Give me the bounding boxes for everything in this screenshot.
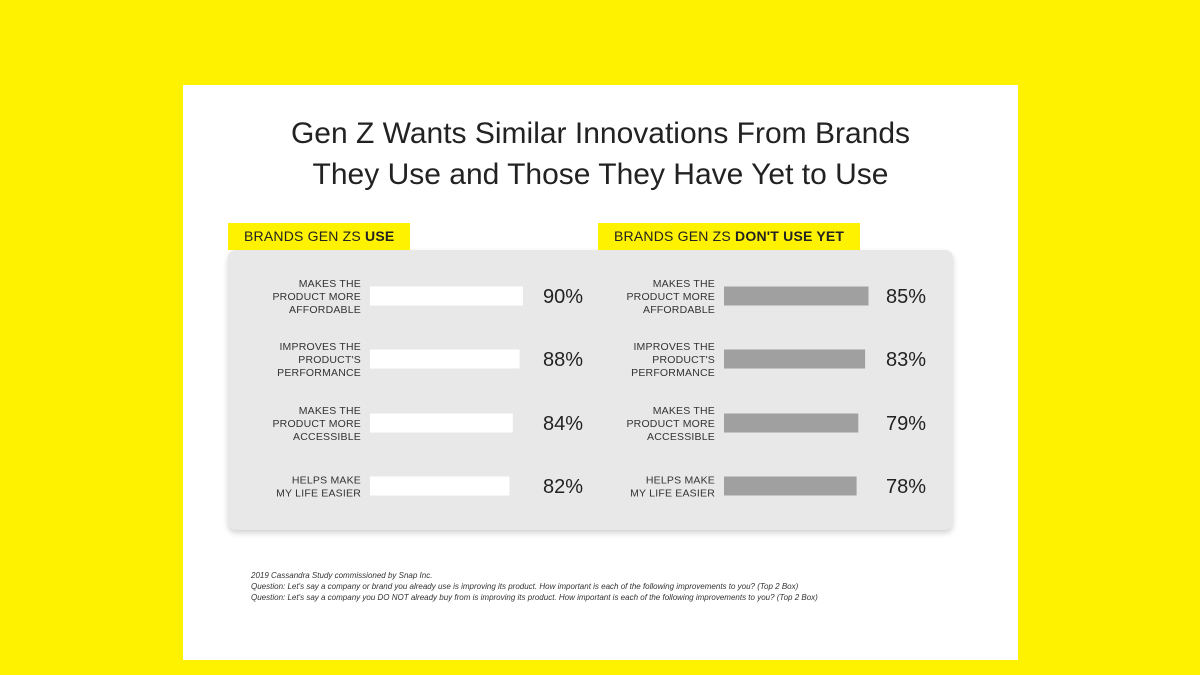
category-label-dont-use-0: MAKES THE PRODUCT MORE AFFORDABLE bbox=[626, 278, 715, 316]
value-label-dont-use-3: 78% bbox=[886, 476, 926, 498]
category-label-dont-use-1: IMPROVES THE PRODUCT'S PERFORMANCE bbox=[631, 341, 715, 379]
category-label-line: AFFORDABLE bbox=[643, 304, 715, 316]
footnotes: 2019 Cassandra Study commissioned by Sna… bbox=[251, 570, 991, 603]
bar-use-2 bbox=[370, 413, 513, 433]
value-label-use-3: 82% bbox=[543, 476, 583, 498]
value-label-use-0: 90% bbox=[543, 286, 583, 308]
value-label-dont-use-0: 85% bbox=[886, 286, 926, 308]
category-label-line: PERFORMANCE bbox=[631, 367, 715, 379]
bar-use-0 bbox=[370, 286, 523, 306]
category-label-line: HELPS MAKE bbox=[646, 475, 715, 487]
footnote-question-dont-use: Question: Let's say a company you DO NOT… bbox=[251, 593, 818, 602]
category-label-use-2: MAKES THE PRODUCT MORE ACCESSIBLE bbox=[272, 405, 361, 443]
value-label-dont-use-2: 79% bbox=[886, 413, 926, 435]
category-label-line: PRODUCT MORE bbox=[272, 418, 361, 430]
panel-tag-use-bold: USE bbox=[365, 228, 395, 244]
value-label-use-2: 84% bbox=[543, 413, 583, 435]
value-label-use-1: 88% bbox=[543, 349, 583, 371]
chart-title: Gen Z Wants Similar Innovations From Bra… bbox=[183, 113, 1018, 195]
category-label-line: MY LIFE EASIER bbox=[276, 488, 361, 500]
category-label-line: PRODUCT MORE bbox=[272, 291, 361, 303]
category-label-line: IMPROVES THE bbox=[633, 341, 715, 353]
category-label-line: MY LIFE EASIER bbox=[630, 488, 715, 500]
value-label-dont-use-1: 83% bbox=[886, 349, 926, 371]
category-label-use-3: HELPS MAKE MY LIFE EASIER bbox=[276, 475, 361, 500]
chart-canvas: MAKES THE PRODUCT MORE AFFORDABLE90%IMPROV… bbox=[272, 278, 926, 500]
category-label-line: HELPS MAKE bbox=[292, 475, 361, 487]
category-label-line: MAKES THE bbox=[299, 278, 361, 290]
panel-tag-dont-use: BRANDS GEN ZS DON'T USE YET bbox=[598, 223, 861, 250]
category-label-line: PRODUCT'S bbox=[298, 354, 361, 366]
panel-tag-use: BRANDS GEN ZS USE bbox=[228, 223, 411, 250]
category-label-line: MAKES THE bbox=[653, 278, 715, 290]
category-label-dont-use-2: MAKES THE PRODUCT MORE ACCESSIBLE bbox=[626, 405, 715, 443]
category-label-line: ACCESSIBLE bbox=[293, 431, 361, 443]
panel-tag-dont-use-bold: DON'T USE YET bbox=[735, 228, 845, 244]
category-label-line: ACCESSIBLE bbox=[647, 431, 715, 443]
bar-dont-use-2 bbox=[724, 413, 859, 433]
category-label-line: PRODUCT MORE bbox=[626, 418, 715, 430]
infographic-card: Gen Z Wants Similar Innovations From Bra… bbox=[183, 85, 1018, 660]
category-label-use-1: IMPROVES THE PRODUCT'S PERFORMANCE bbox=[277, 341, 361, 379]
category-label-line: IMPROVES THE bbox=[279, 341, 361, 353]
bar-use-3 bbox=[370, 476, 510, 496]
category-label-line: PRODUCT MORE bbox=[626, 291, 715, 303]
bar-dont-use-1 bbox=[724, 349, 866, 369]
footnote-question-use: Question: Let's say a company or brand y… bbox=[251, 582, 799, 591]
category-label-line: PERFORMANCE bbox=[277, 367, 361, 379]
chart-panel: MAKES THE PRODUCT MORE AFFORDABLE 90% IMPROV… bbox=[228, 250, 953, 530]
title-line-2: They Use and Those They Have Yet to Use bbox=[312, 158, 889, 191]
title-line-1: Gen Z Wants Similar Innovations From Bra… bbox=[290, 117, 911, 150]
category-label-line: MAKES THE bbox=[299, 405, 361, 417]
category-label-use-0: MAKES THE PRODUCT MORE AFFORDABLE bbox=[272, 278, 361, 316]
bar-dont-use-3 bbox=[724, 476, 857, 496]
panel-tag-use-prefix: BRANDS GEN ZS bbox=[244, 228, 366, 244]
footnote-source: 2019 Cassandra Study commissioned by Sna… bbox=[251, 571, 433, 580]
category-label-line: MAKES THE bbox=[653, 405, 715, 417]
bar-use-1 bbox=[370, 349, 520, 369]
panel-tag-dont-use-prefix: BRANDS GEN ZS bbox=[614, 228, 736, 244]
bar-dont-use-0 bbox=[724, 286, 869, 306]
category-label-dont-use-3: HELPS MAKE MY LIFE EASIER bbox=[630, 475, 715, 500]
category-label-line: PRODUCT'S bbox=[652, 354, 715, 366]
category-label-line: AFFORDABLE bbox=[289, 304, 361, 316]
